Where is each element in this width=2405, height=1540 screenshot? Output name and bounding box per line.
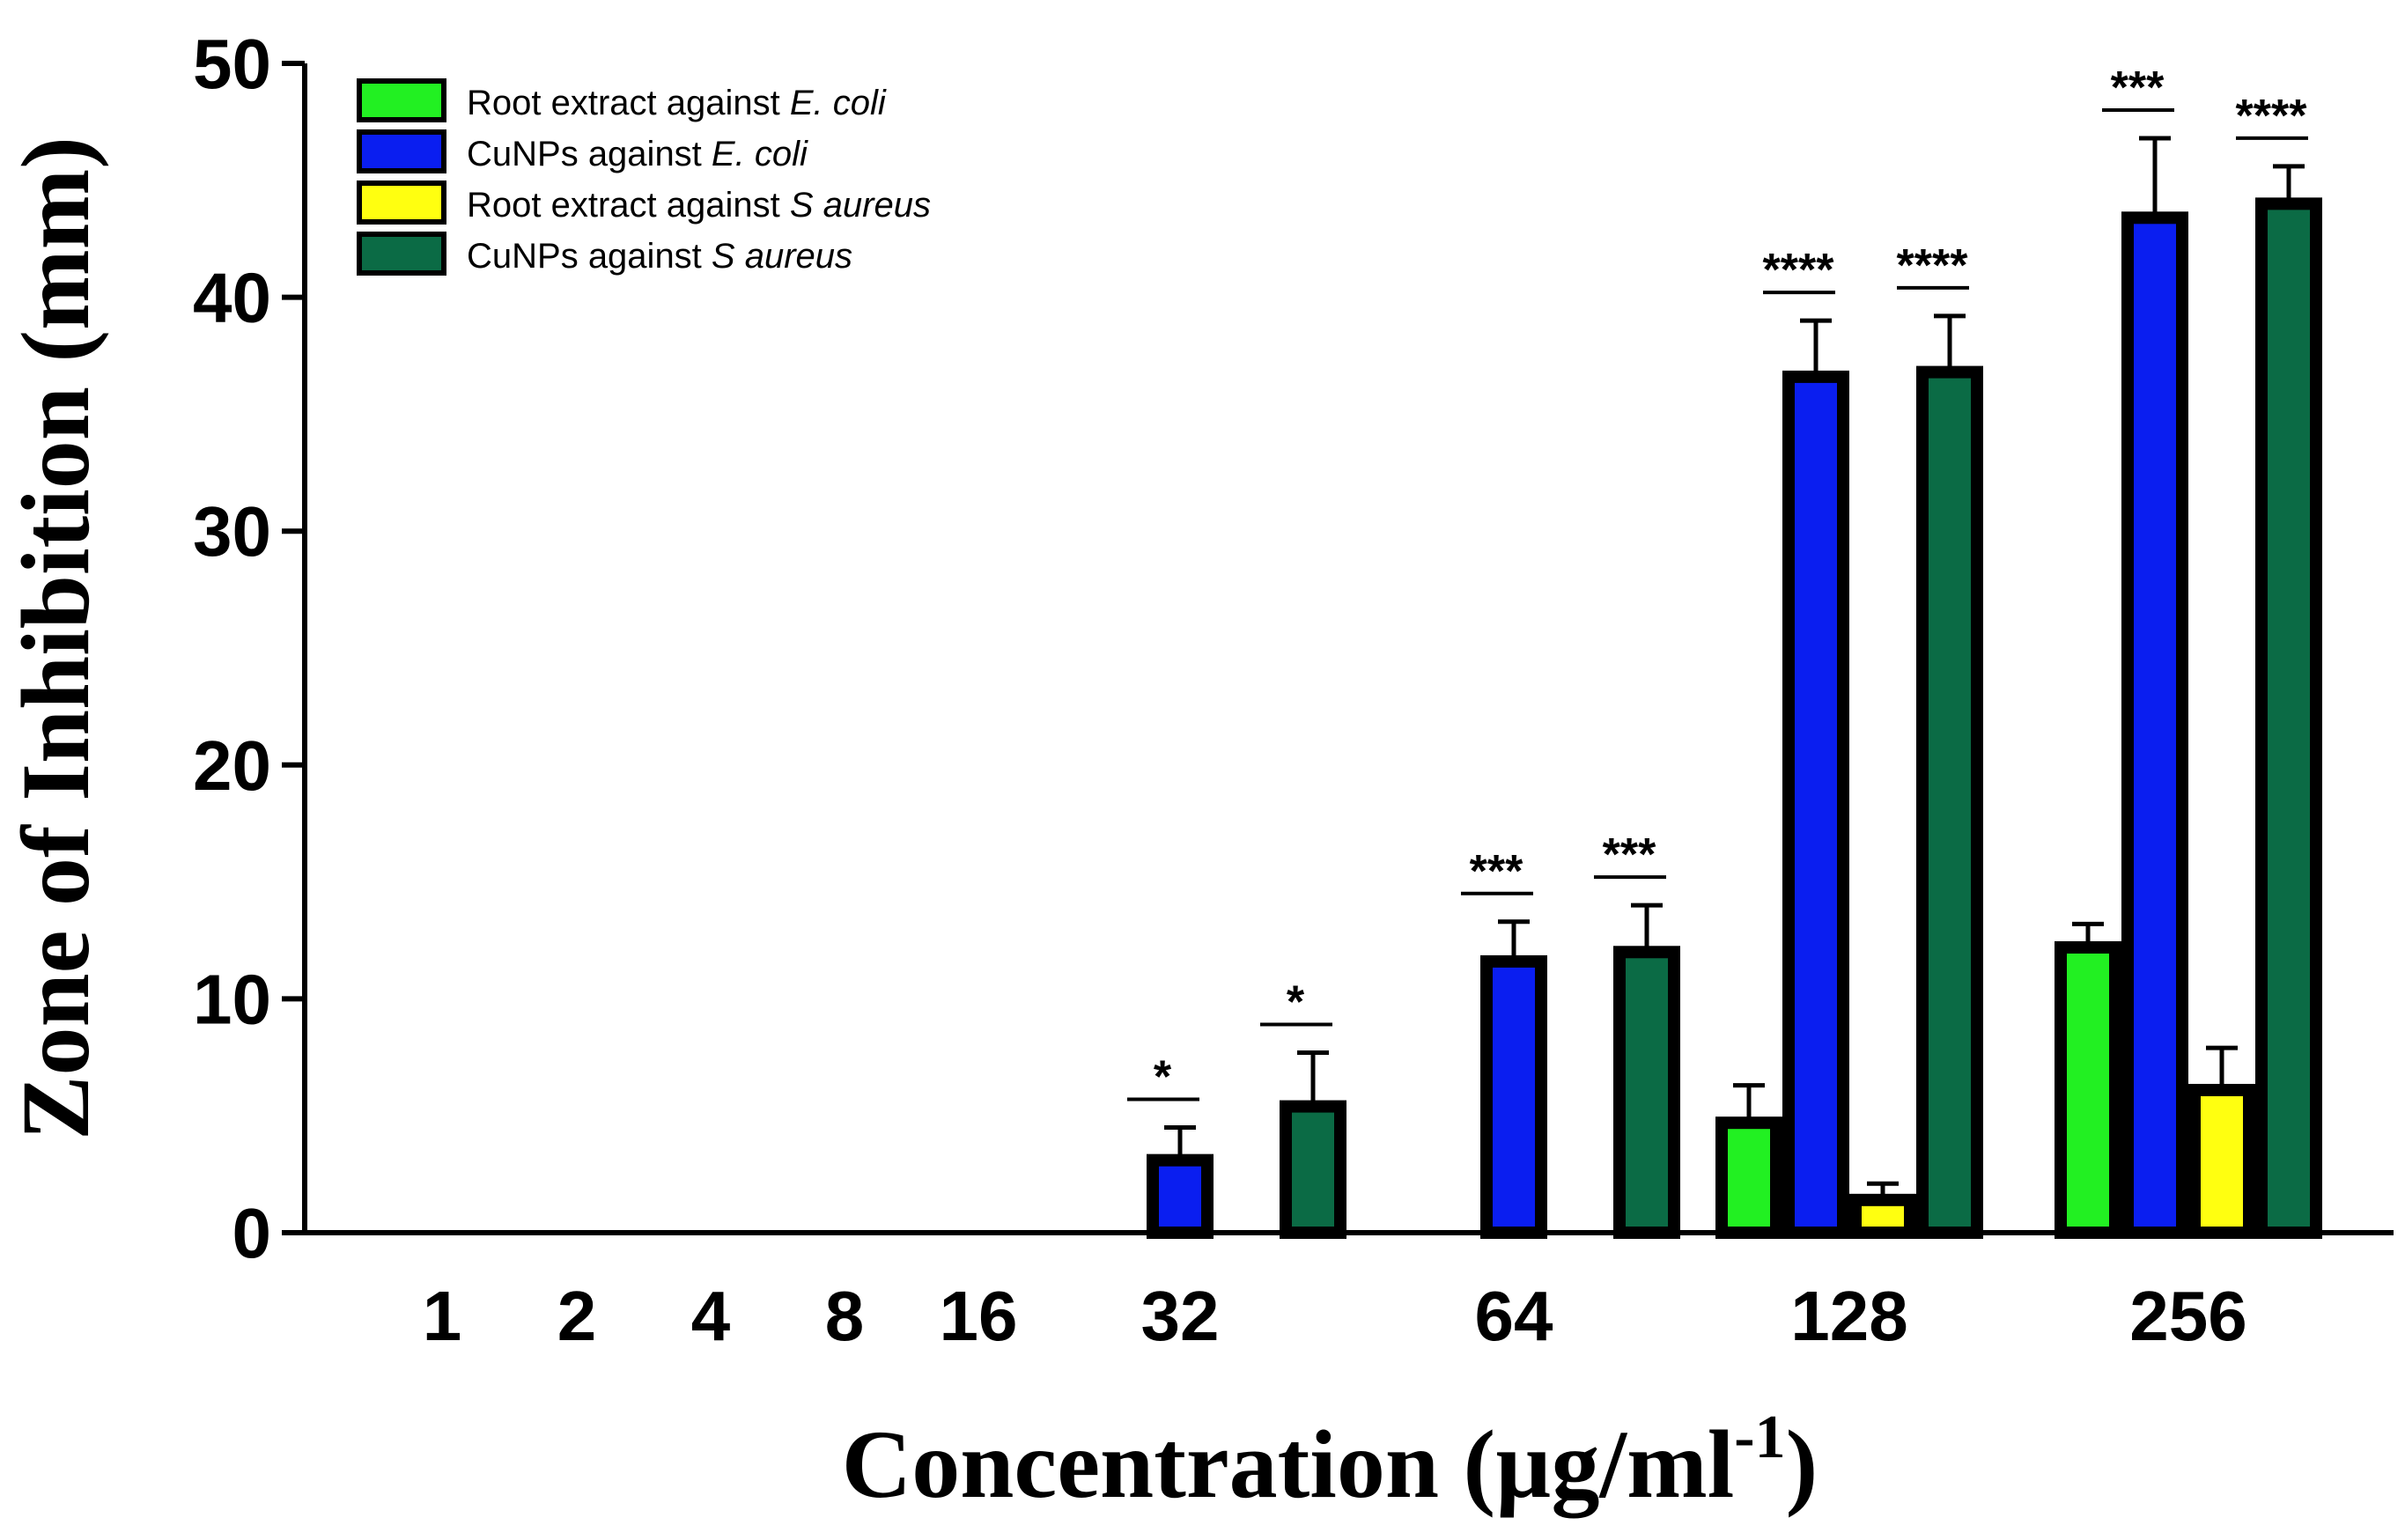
legend-label-italic: S aureus bbox=[790, 186, 931, 225]
significance-label: * bbox=[1287, 976, 1305, 1028]
legend-label-italic: E. coli bbox=[790, 84, 887, 122]
x-axis-title-main: Concentration (µg/ml bbox=[842, 1411, 1735, 1518]
legend-label-3: Root extract against S aureus bbox=[467, 186, 931, 225]
legend-label-plain: Root extract against bbox=[467, 186, 790, 225]
y-axis-title: Zone of Inhibition (mm) bbox=[2, 136, 109, 1140]
legend-label-italic: S aureus bbox=[712, 237, 852, 276]
x-tick-label: 2 bbox=[557, 1277, 597, 1355]
bar-series-3-256 bbox=[2188, 1083, 2255, 1240]
y-ticks: 0 10 20 30 40 50 bbox=[193, 25, 305, 1272]
significance-label: *** bbox=[1470, 846, 1523, 897]
legend-swatch-4 bbox=[357, 232, 446, 276]
x-axis-title-sup: -1 bbox=[1734, 1404, 1785, 1471]
x-ticks: 1 2 4 8 16 32 64 128 256 bbox=[423, 1277, 2247, 1355]
bar-series-2-256 bbox=[2121, 211, 2188, 1239]
x-tick-label: 128 bbox=[1790, 1277, 1907, 1355]
legend-swatch-3 bbox=[357, 181, 446, 225]
x-tick-label: 4 bbox=[691, 1277, 731, 1355]
legend-label-italic: E. coli bbox=[712, 135, 808, 173]
bar-series-4-128 bbox=[1916, 365, 1983, 1240]
x-axis-title-close: ) bbox=[1786, 1411, 1819, 1518]
legend-swatch-2 bbox=[357, 129, 446, 173]
x-tick-label: 256 bbox=[2129, 1277, 2246, 1355]
x-tick-label: 16 bbox=[940, 1277, 1018, 1355]
bar-series-2-128 bbox=[1782, 370, 1849, 1239]
legend-label-plain: Root extract against bbox=[467, 84, 790, 122]
axes bbox=[302, 63, 2394, 1235]
significance-label: **** bbox=[1763, 245, 1835, 296]
bar-series-3-128 bbox=[1849, 1193, 1916, 1240]
x-tick-label: 32 bbox=[1141, 1277, 1220, 1355]
significance-label: *** bbox=[1603, 829, 1656, 881]
bar-series-1-128 bbox=[1715, 1116, 1782, 1239]
significance-label: *** bbox=[2111, 63, 2165, 114]
legend-label-2: CuNPs against E. coli bbox=[467, 135, 808, 173]
bars bbox=[1147, 136, 2322, 1240]
bar-series-1-256 bbox=[2055, 940, 2121, 1240]
bar-series-2-64 bbox=[1480, 954, 1547, 1240]
bar-series-4-32 bbox=[1280, 1100, 1346, 1240]
y-tick-label: 30 bbox=[193, 492, 271, 571]
significance-label: * bbox=[1154, 1051, 1172, 1102]
x-tick-label: 64 bbox=[1475, 1277, 1553, 1355]
x-tick-label: 1 bbox=[423, 1277, 462, 1355]
y-tick-label: 40 bbox=[193, 259, 271, 337]
legend-label-4: CuNPs against S aureus bbox=[467, 237, 852, 276]
y-tick-label: 20 bbox=[193, 726, 271, 805]
y-tick-label: 10 bbox=[193, 960, 271, 1038]
legend-label-plain: CuNPs against bbox=[467, 237, 712, 276]
significance-label: **** bbox=[1897, 240, 1969, 291]
significance-markers: *********************** bbox=[1127, 63, 2308, 1102]
y-tick-label: 50 bbox=[193, 25, 271, 103]
bar-series-2-32 bbox=[1147, 1153, 1214, 1239]
legend-label-1: Root extract against E. coli bbox=[467, 84, 887, 122]
legend-swatch-1 bbox=[357, 78, 446, 122]
bar-series-4-256 bbox=[2255, 197, 2322, 1240]
significance-label: **** bbox=[2236, 91, 2308, 142]
bar-series-4-64 bbox=[1613, 946, 1680, 1240]
x-axis-title: Concentration (µg/ml-1) bbox=[842, 1404, 1818, 1518]
legend-label-plain: CuNPs against bbox=[467, 135, 712, 173]
y-tick-label: 0 bbox=[232, 1194, 272, 1272]
x-tick-label: 8 bbox=[825, 1277, 865, 1355]
